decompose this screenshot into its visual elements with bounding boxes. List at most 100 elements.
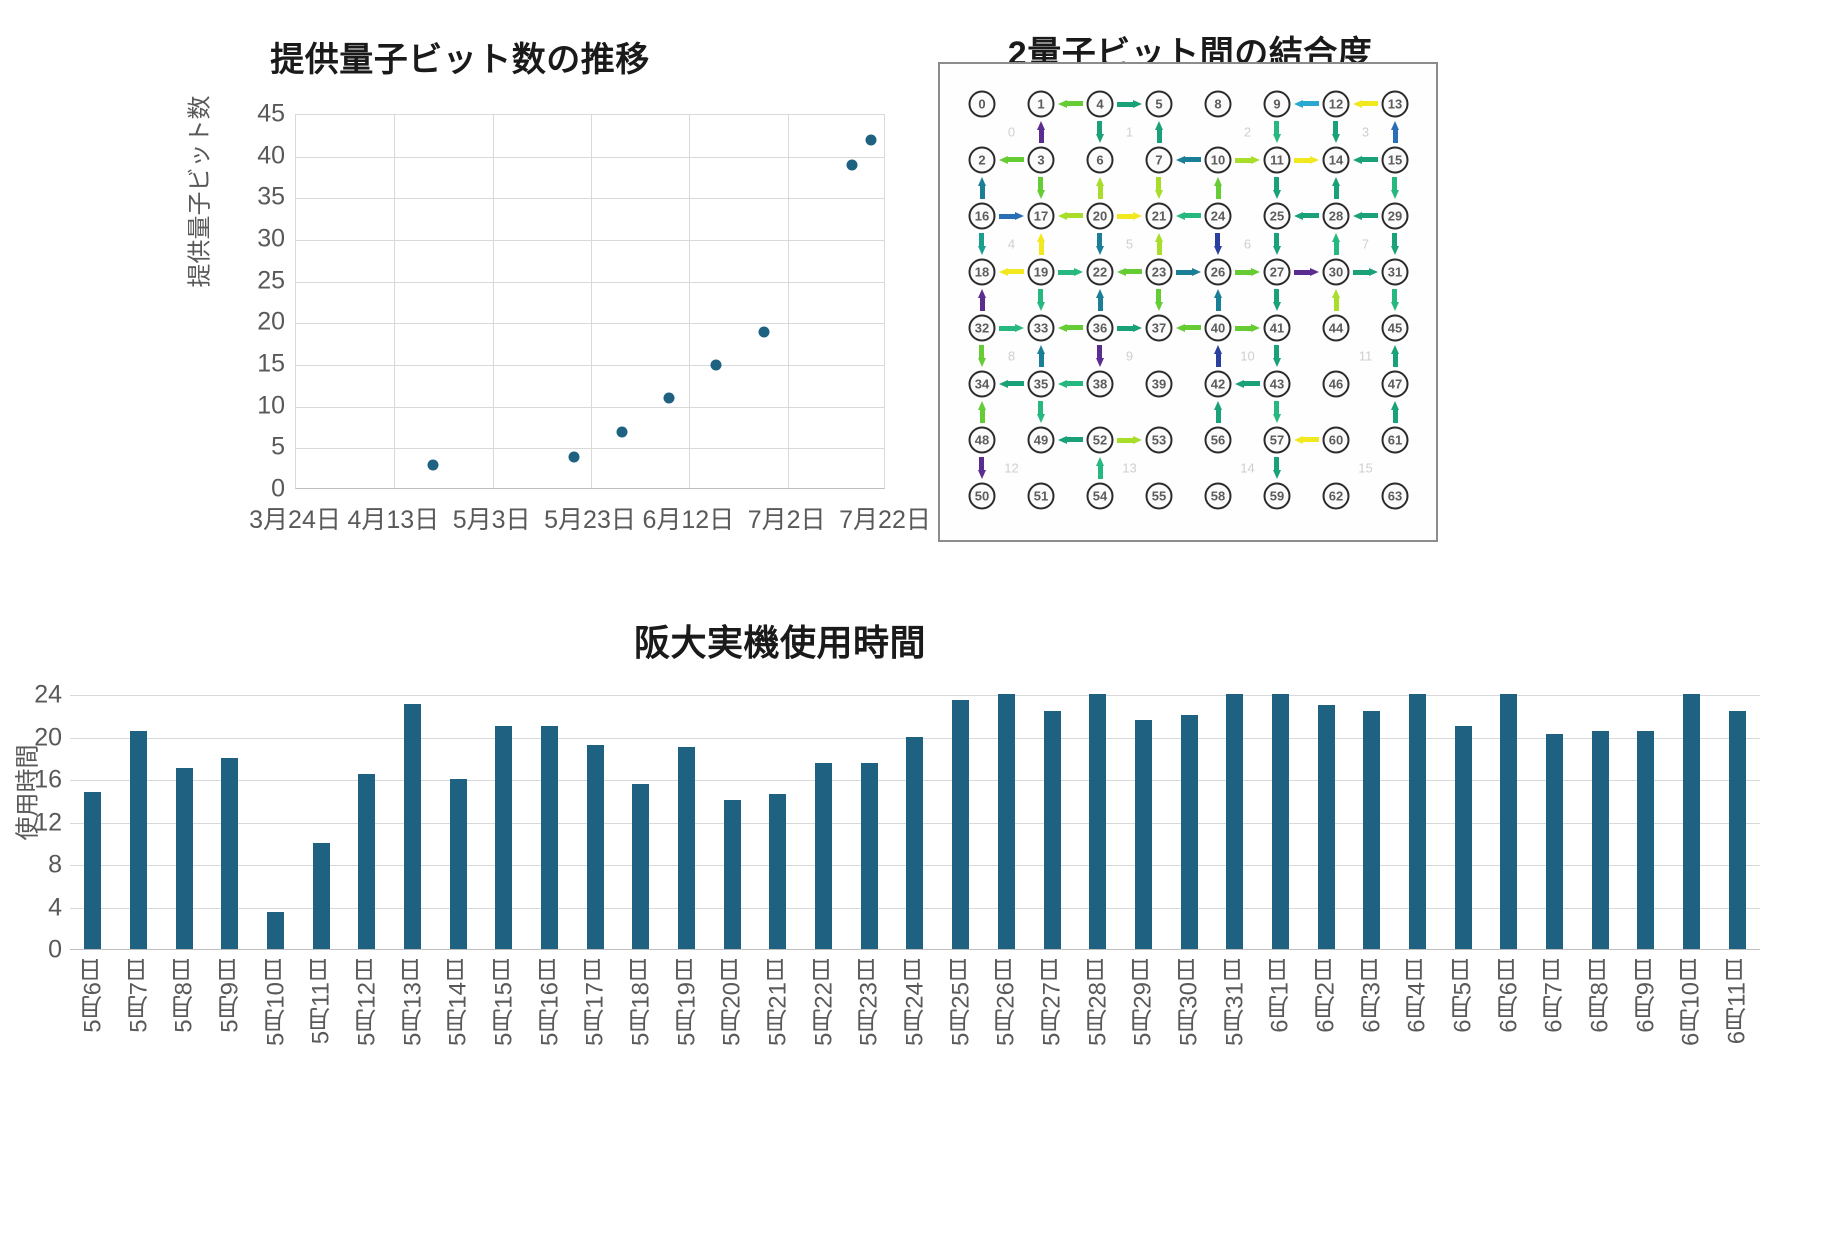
coupling-node-16[interactable]: 16 <box>968 202 996 230</box>
coupling-node-58[interactable]: 58 <box>1204 482 1232 510</box>
bar-rect[interactable] <box>175 768 193 949</box>
coupling-node-27[interactable]: 27 <box>1263 258 1291 286</box>
bar-rect[interactable] <box>1271 694 1289 949</box>
bar-rect[interactable] <box>312 842 330 949</box>
bar-rect[interactable] <box>541 725 559 949</box>
coupling-node-53[interactable]: 53 <box>1145 426 1173 454</box>
coupling-node-21[interactable]: 21 <box>1145 202 1173 230</box>
coupling-node-7[interactable]: 7 <box>1145 146 1173 174</box>
bar-rect[interactable] <box>404 703 422 949</box>
bar-rect[interactable] <box>84 791 102 949</box>
bar-rect[interactable] <box>221 757 239 949</box>
coupling-node-39[interactable]: 39 <box>1145 370 1173 398</box>
bar-rect[interactable] <box>1226 694 1244 949</box>
bar-rect[interactable] <box>1637 731 1655 949</box>
coupling-node-17[interactable]: 17 <box>1027 202 1055 230</box>
coupling-node-4[interactable]: 4 <box>1086 90 1114 118</box>
bar-rect[interactable] <box>1500 694 1518 949</box>
coupling-node-36[interactable]: 36 <box>1086 314 1114 342</box>
coupling-node-52[interactable]: 52 <box>1086 426 1114 454</box>
coupling-node-2[interactable]: 2 <box>968 146 996 174</box>
coupling-node-56[interactable]: 56 <box>1204 426 1232 454</box>
bar-rect[interactable] <box>358 773 376 949</box>
coupling-node-33[interactable]: 33 <box>1027 314 1055 342</box>
bar-rect[interactable] <box>449 779 467 949</box>
coupling-node-23[interactable]: 23 <box>1145 258 1173 286</box>
coupling-node-13[interactable]: 13 <box>1381 90 1409 118</box>
bar-rect[interactable] <box>1134 719 1152 949</box>
coupling-node-60[interactable]: 60 <box>1322 426 1350 454</box>
bar-rect[interactable] <box>632 784 650 949</box>
bar-rect[interactable] <box>906 736 924 949</box>
coupling-node-41[interactable]: 41 <box>1263 314 1291 342</box>
bar-rect[interactable] <box>1545 734 1563 949</box>
coupling-node-18[interactable]: 18 <box>968 258 996 286</box>
coupling-node-40[interactable]: 40 <box>1204 314 1232 342</box>
coupling-node-19[interactable]: 19 <box>1027 258 1055 286</box>
coupling-node-50[interactable]: 50 <box>968 482 996 510</box>
bar-rect[interactable] <box>678 747 696 949</box>
coupling-node-43[interactable]: 43 <box>1263 370 1291 398</box>
coupling-node-54[interactable]: 54 <box>1086 482 1114 510</box>
bar-rect[interactable] <box>1180 715 1198 949</box>
coupling-node-32[interactable]: 32 <box>968 314 996 342</box>
coupling-node-49[interactable]: 49 <box>1027 426 1055 454</box>
coupling-node-10[interactable]: 10 <box>1204 146 1232 174</box>
coupling-node-28[interactable]: 28 <box>1322 202 1350 230</box>
coupling-node-55[interactable]: 55 <box>1145 482 1173 510</box>
coupling-node-26[interactable]: 26 <box>1204 258 1232 286</box>
coupling-node-42[interactable]: 42 <box>1204 370 1232 398</box>
bar-rect[interactable] <box>769 793 787 949</box>
coupling-node-3[interactable]: 3 <box>1027 146 1055 174</box>
bar-rect[interactable] <box>815 763 833 949</box>
bar-rect[interactable] <box>1043 711 1061 949</box>
bar-rect[interactable] <box>1317 704 1335 949</box>
coupling-node-14[interactable]: 14 <box>1322 146 1350 174</box>
coupling-node-0[interactable]: 0 <box>968 90 996 118</box>
coupling-node-15[interactable]: 15 <box>1381 146 1409 174</box>
coupling-node-35[interactable]: 35 <box>1027 370 1055 398</box>
bar-rect[interactable] <box>495 725 513 949</box>
bar-rect[interactable] <box>1682 694 1700 949</box>
coupling-node-11[interactable]: 11 <box>1263 146 1291 174</box>
coupling-node-59[interactable]: 59 <box>1263 482 1291 510</box>
coupling-node-63[interactable]: 63 <box>1381 482 1409 510</box>
bar-rect[interactable] <box>1591 731 1609 949</box>
coupling-node-57[interactable]: 57 <box>1263 426 1291 454</box>
coupling-node-45[interactable]: 45 <box>1381 314 1409 342</box>
bar-rect[interactable] <box>267 911 285 949</box>
coupling-node-46[interactable]: 46 <box>1322 370 1350 398</box>
bar-rect[interactable] <box>1408 694 1426 949</box>
coupling-node-8[interactable]: 8 <box>1204 90 1232 118</box>
bar-rect[interactable] <box>997 694 1015 949</box>
coupling-node-47[interactable]: 47 <box>1381 370 1409 398</box>
coupling-node-12[interactable]: 12 <box>1322 90 1350 118</box>
coupling-node-61[interactable]: 61 <box>1381 426 1409 454</box>
coupling-node-24[interactable]: 24 <box>1204 202 1232 230</box>
coupling-node-22[interactable]: 22 <box>1086 258 1114 286</box>
coupling-node-38[interactable]: 38 <box>1086 370 1114 398</box>
bar-rect[interactable] <box>586 745 604 949</box>
coupling-node-29[interactable]: 29 <box>1381 202 1409 230</box>
coupling-node-6[interactable]: 6 <box>1086 146 1114 174</box>
bar-rect[interactable] <box>130 731 147 949</box>
coupling-node-37[interactable]: 37 <box>1145 314 1173 342</box>
bar-rect[interactable] <box>723 800 741 949</box>
bar-rect[interactable] <box>1728 711 1746 949</box>
coupling-node-34[interactable]: 34 <box>968 370 996 398</box>
coupling-node-1[interactable]: 1 <box>1027 90 1055 118</box>
bar-rect[interactable] <box>952 700 970 949</box>
coupling-node-9[interactable]: 9 <box>1263 90 1291 118</box>
coupling-node-31[interactable]: 31 <box>1381 258 1409 286</box>
bar-rect[interactable] <box>1089 694 1107 949</box>
coupling-node-44[interactable]: 44 <box>1322 314 1350 342</box>
coupling-node-30[interactable]: 30 <box>1322 258 1350 286</box>
coupling-node-48[interactable]: 48 <box>968 426 996 454</box>
coupling-node-20[interactable]: 20 <box>1086 202 1114 230</box>
coupling-node-5[interactable]: 5 <box>1145 90 1173 118</box>
bar-rect[interactable] <box>860 763 878 949</box>
coupling-node-51[interactable]: 51 <box>1027 482 1055 510</box>
bar-rect[interactable] <box>1363 711 1381 949</box>
coupling-node-25[interactable]: 25 <box>1263 202 1291 230</box>
bar-rect[interactable] <box>1454 725 1472 949</box>
